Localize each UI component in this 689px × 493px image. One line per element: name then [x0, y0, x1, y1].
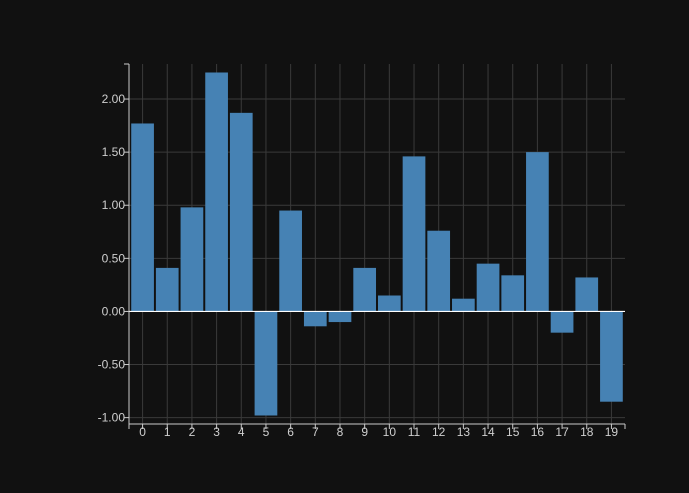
bar	[427, 230, 451, 312]
x-tick-label: 4	[238, 425, 245, 439]
bar	[279, 210, 302, 312]
x-tick-label: 14	[481, 425, 495, 439]
bar	[229, 112, 253, 312]
x-tick-label: 11	[408, 425, 421, 439]
bars	[131, 72, 623, 416]
bar	[377, 295, 401, 312]
x-tick-label: 7	[312, 425, 319, 439]
x-tick-label: 17	[555, 425, 569, 439]
y-tick-label: 1.00	[102, 198, 126, 212]
x-tick-label: 12	[432, 425, 446, 439]
x-tick-label: 16	[531, 425, 545, 439]
bar	[575, 277, 599, 312]
x-tick-label: 3	[213, 425, 220, 439]
x-tick-label: 9	[361, 425, 368, 439]
bar	[452, 298, 475, 312]
x-tick-label: 18	[580, 425, 594, 439]
y-tick-label: -0.50	[98, 358, 126, 372]
x-tick-label: 15	[506, 425, 520, 439]
bar	[303, 311, 327, 327]
y-tick-label: -1.00	[98, 411, 126, 425]
y-tick-label: 0.50	[102, 251, 126, 265]
bar	[205, 72, 228, 312]
x-tick-label: 19	[605, 425, 619, 439]
x-tick-label: 1	[164, 425, 171, 439]
bar	[600, 311, 623, 402]
bar	[501, 275, 525, 312]
bar	[353, 267, 377, 312]
y-tick-label: 0.00	[102, 304, 126, 318]
bar	[526, 152, 549, 312]
gridlines	[129, 64, 625, 424]
x-tick-label: 0	[139, 425, 146, 439]
bar	[180, 207, 204, 312]
x-tick-label: 10	[383, 425, 397, 439]
y-tick-label: 2.00	[102, 92, 126, 106]
axes	[124, 63, 626, 429]
x-tick-label: 5	[263, 425, 270, 439]
tick-labels: -1.00-0.500.000.501.001.502.000 1 2 3 4 5 6 7 8 9…	[98, 92, 619, 439]
bar	[328, 311, 352, 323]
y-tick-label: 1.50	[102, 145, 126, 159]
bar	[476, 263, 500, 312]
bar	[550, 311, 574, 333]
x-tick-label: 6	[287, 425, 294, 439]
bar	[131, 123, 154, 312]
x-tick-label: 2	[189, 425, 196, 439]
bar	[254, 311, 278, 416]
bar	[155, 267, 179, 312]
x-tick-label: 8	[337, 425, 344, 439]
x-tick-label: 13	[457, 425, 471, 439]
bar	[402, 156, 426, 312]
